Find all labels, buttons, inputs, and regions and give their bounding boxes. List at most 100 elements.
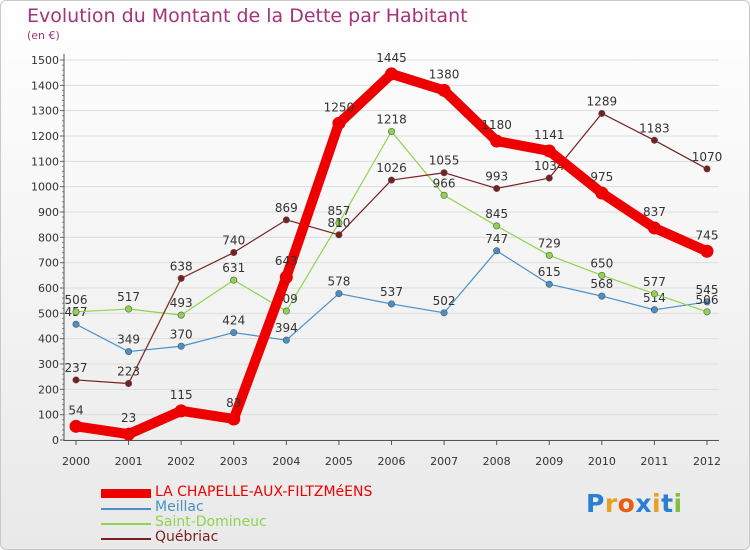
legend-label: LA CHAPELLE-AUX-FILTZMéENS [155,484,373,500]
data-point [230,329,238,337]
data-point [437,83,451,97]
data-point [335,290,343,298]
data-label: 993 [485,169,508,183]
data-point [72,308,80,316]
data-label: 394 [275,321,298,335]
x-tick-label: 2008 [483,455,511,468]
data-label: 1445 [376,51,407,65]
data-point [700,244,714,258]
data-point [598,271,606,279]
data-label: 729 [538,236,561,250]
data-point [72,376,80,384]
data-point [122,427,136,441]
y-tick-label: 1400 [31,79,59,92]
data-label: 506 [65,293,88,307]
y-tick-label: 300 [38,358,59,371]
data-point [335,231,343,239]
data-label: 845 [485,207,508,221]
data-label: 23 [121,411,136,425]
unit-label: (en €) [27,29,60,42]
x-tick-label: 2004 [272,455,300,468]
y-tick-label: 0 [52,434,59,447]
data-label: 1180 [481,118,512,132]
data-label: 1026 [376,161,407,175]
data-label: 869 [275,201,298,215]
data-label: 747 [485,232,508,246]
chart-title: Evolution du Montant de la Dette par Hab… [27,5,468,27]
data-label: 1055 [429,154,460,168]
data-label: 857 [327,204,350,218]
y-tick-label: 100 [38,409,59,422]
data-point [387,127,395,135]
y-tick-label: 600 [38,282,59,295]
x-tick-label: 2007 [430,455,458,468]
series-2: 237 2236387408698101026105599310341289118… [65,94,723,388]
data-point [490,134,504,148]
data-point [650,290,658,298]
y-tick-label: 700 [38,257,59,270]
data-label: 237 [65,361,88,375]
data-point [387,300,395,308]
data-label: 643 [275,254,298,268]
x-tick-label: 2011 [640,455,668,468]
data-label: 650 [590,256,613,270]
data-point [440,309,448,317]
data-label: 1218 [376,112,407,126]
data-label: 493 [170,296,193,310]
data-label: 975 [590,170,613,184]
data-point [230,276,238,284]
data-label: 349 [117,333,140,347]
data-point [177,342,185,350]
data-point [598,109,606,117]
y-tick-label: 1000 [31,181,59,194]
series-3: 54 23 115 83 643 1250 1445 1380 1180 1141 975 837 74… [68,51,718,441]
y-tick-label: 400 [38,333,59,346]
logo-letter: r [604,489,618,518]
data-point [282,336,290,344]
data-label: 810 [327,216,350,230]
data-point [545,174,553,182]
data-point [227,412,241,426]
legend-swatch [101,489,151,498]
data-label: 1289 [587,94,618,108]
x-tick-label: 2005 [325,455,353,468]
y-tick-label: 1100 [31,155,59,168]
data-point [282,216,290,224]
x-tick-label: 2003 [220,455,248,468]
data-point [703,298,711,306]
data-label: 83 [226,396,241,410]
x-tick-label: 2000 [62,455,90,468]
logo-letter: o [617,489,636,518]
data-label: 615 [538,265,561,279]
data-label: 514 [643,291,666,305]
legend-label: Saint-Domineuc [155,514,267,530]
data-point [598,292,606,300]
data-point [125,380,133,388]
legend-label: Québriac [155,529,219,545]
x-tick-label: 2006 [378,455,406,468]
data-label: 1070 [692,150,723,164]
y-tick-label: 1500 [31,54,59,67]
data-label: 1183 [639,121,670,135]
y-tick-label: 200 [38,383,59,396]
logo-letter: x [635,489,652,518]
data-label: 740 [222,234,245,248]
x-tick-label: 2009 [535,455,563,468]
data-point [335,219,343,227]
data-label: 506 [696,293,719,307]
data-label: 424 [222,314,245,328]
data-point [177,274,185,282]
data-point [125,305,133,313]
logo-letter: i [673,489,683,518]
logo-letter: t [661,489,674,518]
data-label: 966 [433,176,456,190]
y-tick-label: 800 [38,231,59,244]
data-label: 370 [170,327,193,341]
logo-letter: i [652,489,662,518]
data-label: 638 [170,259,193,273]
y-tick-label: 500 [38,307,59,320]
data-label: 568 [590,277,613,291]
data-label: 745 [696,228,719,242]
